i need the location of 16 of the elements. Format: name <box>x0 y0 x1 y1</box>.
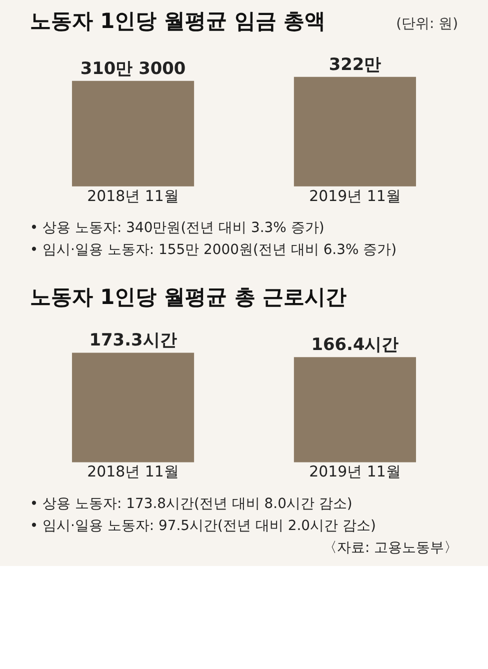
data-label: 310만 3000 <box>80 58 186 78</box>
x-tick-label: 2019년 11월 <box>309 186 401 205</box>
text: 〈자료: 고용노동부〉 <box>322 540 458 556</box>
chart-title: 노동자 1인당 월평균 총 근로시간 <box>30 284 347 309</box>
text: • 임시·일용 노동자: 155만 2000원(전년 대비 6.3% 증가) <box>30 242 397 258</box>
data-label: 322만 <box>328 54 382 74</box>
text: • 상용 노동자: 173.8시간(전년 대비 8.0시간 감소) <box>30 496 352 512</box>
data-label: 166.4시간 <box>311 334 399 354</box>
data-label: 173.3시간 <box>89 330 177 350</box>
x-tick-label: 2018년 11월 <box>87 462 179 481</box>
chart-subtitle: (단위: 원) <box>396 16 458 32</box>
text: • 임시·일용 노동자: 97.5시간(전년 대비 2.0시간 감소) <box>30 518 376 534</box>
x-tick-label: 2018년 11월 <box>87 186 179 205</box>
chart-title: 노동자 1인당 월평균 임금 총액 <box>30 9 326 34</box>
x-tick-label: 2019년 11월 <box>309 462 401 481</box>
text: • 상용 노동자: 340만원(전년 대비 3.3% 증가) <box>30 220 324 236</box>
